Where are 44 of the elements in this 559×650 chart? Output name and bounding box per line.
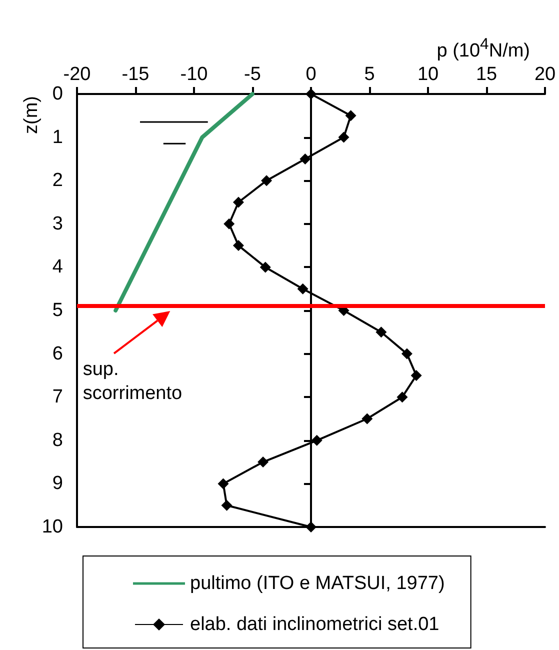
point: [297, 283, 308, 294]
x-tick-label: -15: [122, 64, 150, 85]
point: [232, 240, 244, 252]
x-tick-label: 15: [476, 64, 498, 85]
point: [338, 132, 350, 143]
point: [396, 392, 408, 403]
x-tick-label: 10: [417, 64, 439, 85]
y-tick-label: 6: [52, 343, 63, 364]
x-tick-label: 20: [534, 64, 556, 85]
y-tick-label: 9: [52, 473, 63, 494]
y-tick-label: 10: [42, 516, 63, 538]
point: [345, 110, 356, 122]
point: [260, 262, 271, 273]
legend-label: pultimo (ITO e MATSUI, 1977): [190, 573, 445, 594]
point: [376, 326, 387, 338]
y-tick-label: 2: [52, 170, 63, 192]
y-tick-label: 0: [52, 84, 63, 104]
point: [224, 218, 235, 230]
x-tick-label: -10: [180, 64, 208, 85]
x-axis-title: p (10$^{4}$N/m): [436, 35, 530, 62]
y-tick-label: 1: [52, 126, 63, 148]
point: [218, 478, 229, 490]
y-axis-title: z(m): [21, 96, 42, 134]
x-tick-label: -20: [63, 64, 91, 85]
y-tick-label: 8: [52, 430, 63, 451]
point: [258, 456, 269, 468]
y-tick-label: 3: [52, 213, 63, 234]
legend-label: elab. dati inclinometrici set.01: [190, 614, 440, 635]
point: [410, 370, 422, 381]
point: [232, 196, 244, 208]
x-tick-label: -5: [244, 64, 261, 85]
x-tick-label: 0: [306, 64, 316, 85]
y-tick-label: 7: [52, 386, 63, 408]
point: [306, 522, 316, 532]
ref-line-label: sup. scorrimento: [82, 358, 184, 406]
point: [401, 348, 412, 360]
point: [221, 500, 232, 511]
point: [362, 413, 373, 424]
y-tick-label: 4: [52, 256, 64, 278]
y-tick-label: 5: [52, 300, 63, 321]
x-tick-label: 5: [364, 64, 375, 85]
point: [311, 434, 322, 446]
point: [300, 153, 311, 164]
point: [261, 175, 272, 186]
